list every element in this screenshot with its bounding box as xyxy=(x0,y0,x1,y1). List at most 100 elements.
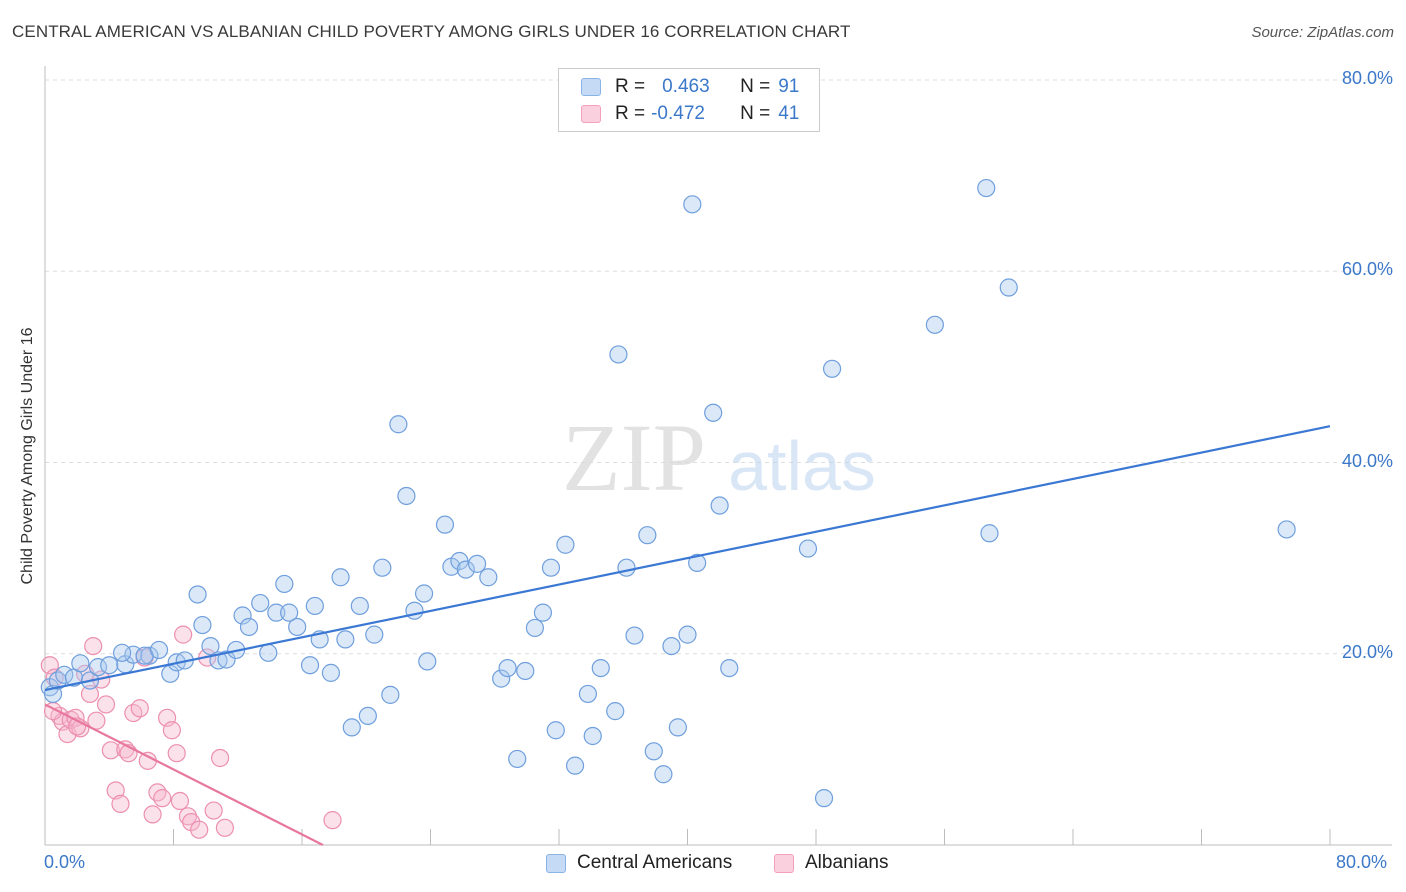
legend-swatch-central xyxy=(581,78,601,96)
central-american-point xyxy=(638,526,657,545)
central-american-point xyxy=(373,558,392,577)
legend-row-albanian: R = -0.472 N = 41 xyxy=(581,102,799,126)
central-american-point xyxy=(668,718,687,737)
albanian-point xyxy=(174,625,193,644)
albanian-point xyxy=(111,794,130,813)
central-american-point xyxy=(267,603,286,622)
central-american-point xyxy=(999,278,1018,297)
central-american-point xyxy=(606,702,625,721)
central-american-point xyxy=(418,652,437,671)
series-legend: Central Americans Albanians xyxy=(0,852,1406,878)
albanian-point xyxy=(80,684,100,704)
central-american-point xyxy=(336,630,355,649)
trend-lines xyxy=(44,425,1331,846)
central-american-point xyxy=(583,726,602,746)
central-american-point xyxy=(516,661,535,681)
albanian-point xyxy=(143,805,162,824)
central-american-point xyxy=(525,618,545,638)
central-american-point xyxy=(112,643,132,662)
x-tick-max: 80.0% xyxy=(1336,852,1388,872)
central-american-point xyxy=(381,685,400,704)
albanian-point xyxy=(130,699,149,718)
central-american-point xyxy=(508,749,527,769)
central-american-point xyxy=(414,584,434,603)
central-american-point xyxy=(498,658,517,678)
legend-row-central: R = 0.463 N = 91 xyxy=(581,75,799,99)
central-american-point xyxy=(193,615,212,635)
y-tick-label: 40.0% xyxy=(1341,450,1393,471)
central-american-point xyxy=(720,658,739,678)
stats-legend: R = 0.463 N = 91 R = -0.472 N = 41 xyxy=(558,68,820,132)
central-american-trend-line xyxy=(44,425,1331,692)
x-tick-min: 0.0% xyxy=(44,852,86,872)
albanian-point xyxy=(148,783,167,802)
central-american-point xyxy=(331,568,350,587)
albanian-point xyxy=(167,744,186,763)
albanian-point xyxy=(84,636,103,656)
central-american-point xyxy=(300,656,320,675)
central-american-point xyxy=(609,345,628,364)
central-american-point xyxy=(683,195,702,214)
albanian-trend-line xyxy=(44,703,324,846)
albanian-point xyxy=(162,721,181,740)
albanian-point xyxy=(190,820,209,839)
albanian-point xyxy=(323,811,342,830)
albanian-point xyxy=(138,751,157,770)
central-american-point xyxy=(578,684,598,704)
central-american-point xyxy=(71,654,90,673)
albanian-point xyxy=(87,711,106,730)
y-tick-label: 60.0% xyxy=(1341,259,1393,280)
central-american-point xyxy=(556,535,575,554)
legend-r-value: 0.463 xyxy=(662,76,710,97)
central-american-point xyxy=(275,574,294,594)
legend-r-value: -0.472 xyxy=(651,103,705,124)
central-american-point xyxy=(541,558,561,577)
central-american-point xyxy=(688,553,707,573)
central-american-point xyxy=(188,585,207,604)
central-american-point xyxy=(977,178,996,198)
source-label: Source: ZipAtlas.com xyxy=(1251,24,1394,41)
central-american-point xyxy=(591,658,610,678)
legend-swatch-central xyxy=(546,853,566,873)
albanian-point xyxy=(215,818,234,837)
central-american-point xyxy=(233,606,252,625)
watermark-zip: ZIP xyxy=(562,404,706,511)
central-american-point xyxy=(100,656,119,675)
central-american-point xyxy=(342,718,361,737)
central-american-point xyxy=(259,643,278,662)
central-american-point xyxy=(288,617,307,637)
legend-item-albanian: Albanians xyxy=(774,852,888,874)
chart-title: CENTRAL AMERICAN VS ALBANIAN CHILD POVER… xyxy=(12,22,851,41)
legend-swatch-albanian xyxy=(774,853,794,873)
central-american-point xyxy=(980,524,999,543)
central-american-point xyxy=(239,617,259,637)
central-american-point xyxy=(321,663,341,682)
legend-r-label: R = xyxy=(615,103,646,124)
albanian-point xyxy=(106,781,125,800)
central-american-point xyxy=(358,706,377,726)
albanian-point xyxy=(153,789,172,808)
central-american-points xyxy=(40,178,1296,808)
central-american-point xyxy=(280,603,299,622)
y-tick-label: 80.0% xyxy=(1341,68,1393,88)
central-american-point xyxy=(456,560,475,579)
legend-n-value: 91 xyxy=(778,76,800,97)
central-american-point xyxy=(479,568,498,587)
y-tick-label: 20.0% xyxy=(1341,641,1393,662)
central-american-point xyxy=(305,596,324,616)
central-american-point xyxy=(662,636,681,656)
watermark: ZIP atlas xyxy=(562,404,876,511)
central-american-point xyxy=(149,640,169,660)
central-american-point xyxy=(546,721,565,740)
central-american-point xyxy=(678,625,697,644)
central-american-point xyxy=(533,603,553,622)
central-american-point xyxy=(617,558,636,577)
grid-lines xyxy=(45,79,1392,655)
central-american-point xyxy=(798,539,818,558)
albanian-point xyxy=(210,748,230,768)
central-american-point xyxy=(251,593,270,613)
central-american-point xyxy=(397,486,416,506)
central-american-point xyxy=(565,756,585,775)
legend-r-label: R = xyxy=(615,76,646,97)
